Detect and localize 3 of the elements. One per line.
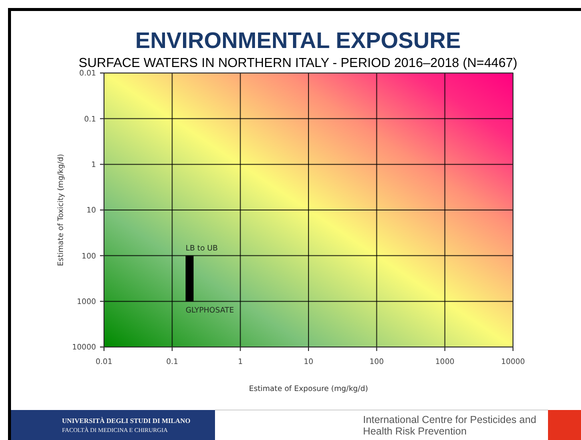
chart-title: ENVIRONMENTAL EXPOSURE — [135, 28, 461, 53]
text: International Centre for Pesticides and Health Risk Prevention — [363, 415, 537, 438]
chart-subtitle: SURFACE WATERS IN NORTHERN ITALY - PERIOD 2016–2018 (N=4467) — [78, 55, 518, 70]
